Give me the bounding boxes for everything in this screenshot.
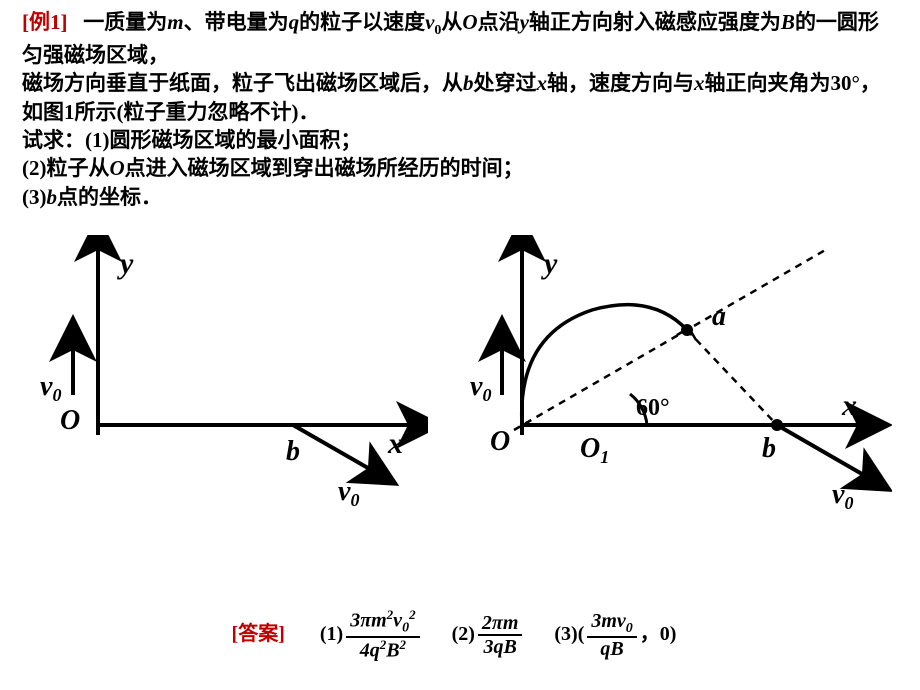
origin-label: O	[60, 405, 80, 436]
answer-row: [答案] (1)3πm2v024q2B2 (2)2πm3qB (3)(3mv0q…	[0, 608, 920, 662]
svg-text:v0: v0	[832, 479, 853, 513]
svg-text:a: a	[712, 301, 726, 332]
svg-text:60°: 60°	[636, 395, 670, 421]
diagrams-row: y x v0 O b v0 y x v0	[22, 235, 898, 515]
answer-label: [答案]	[232, 623, 285, 645]
x-axis-label: x	[387, 427, 403, 460]
diagram-right: y x v0 O O1 a b 60° v0	[462, 235, 892, 515]
answer-1: (1)3πm2v024q2B2	[320, 623, 428, 645]
svg-text:y: y	[541, 247, 558, 280]
svg-text:b: b	[762, 433, 776, 464]
y-axis-label: y	[117, 247, 134, 280]
b-label: b	[286, 436, 300, 467]
svg-text:v0: v0	[470, 371, 491, 405]
svg-text:O: O	[490, 426, 510, 457]
svg-text:x: x	[841, 389, 857, 422]
answer-2: (2)2πm3qB	[452, 623, 531, 645]
example-label: [例1]	[22, 10, 68, 34]
svg-text:O1: O1	[580, 433, 609, 467]
answer-3: (3)(3mv0qB，0)	[554, 623, 676, 645]
svg-text:v0: v0	[40, 371, 61, 405]
svg-text:v0: v0	[338, 476, 359, 510]
diagram-left: y x v0 O b v0	[28, 235, 428, 515]
problem-text: [例1] 一质量为m、带电量为q的粒子以速度v0从O点沿y轴正方向射入磁感应强度…	[22, 8, 898, 211]
